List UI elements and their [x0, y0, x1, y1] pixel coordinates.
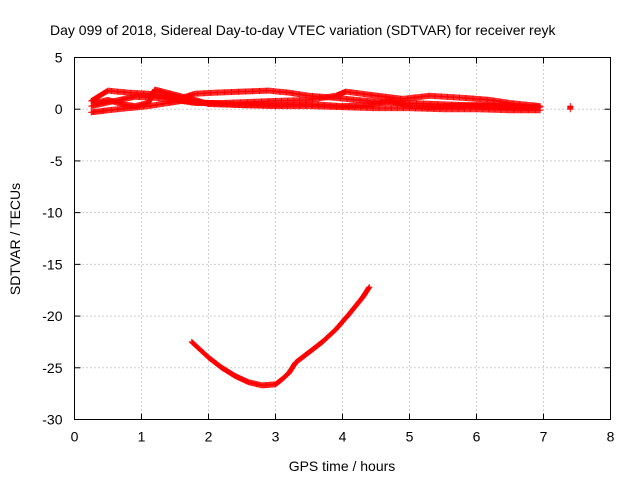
- x-axis-ticks: 0 1 2 3 4 5 6 7 8: [71, 57, 615, 445]
- data-track: [91, 86, 540, 111]
- data-track: [188, 284, 373, 389]
- x-tick-label: 7: [540, 429, 548, 445]
- y-tick-label: -10: [42, 205, 62, 221]
- x-tick-label: 5: [406, 429, 414, 445]
- y-tick-label: -20: [42, 308, 62, 324]
- data-track: [567, 103, 574, 113]
- data-point-markers: [91, 86, 540, 111]
- x-tick-label: 4: [339, 429, 347, 445]
- x-tick-label: 0: [71, 429, 79, 445]
- y-tick-label: 5: [55, 50, 63, 66]
- y-tick-label: 0: [55, 101, 63, 117]
- x-axis-label: GPS time / hours: [289, 458, 396, 474]
- data-points: [88, 86, 574, 389]
- data-point-markers: [188, 284, 373, 389]
- x-tick-label: 3: [272, 429, 280, 445]
- grid-lines: [74, 57, 611, 420]
- plot-frame: [74, 57, 611, 420]
- x-tick-label: 1: [138, 429, 146, 445]
- y-axis-ticks: 5 0 -5 -10 -15 -20 -25 -30: [42, 50, 611, 428]
- x-tick-label: 8: [607, 429, 615, 445]
- y-axis-label: SDTVAR / TECUs: [7, 183, 23, 295]
- y-tick-label: -15: [42, 256, 62, 272]
- y-tick-label: -5: [50, 153, 63, 169]
- x-tick-label: 6: [473, 429, 481, 445]
- y-tick-label: -30: [42, 412, 62, 428]
- chart-title: Day 099 of 2018, Sidereal Day-to-day VTE…: [50, 22, 556, 38]
- data-point-markers: [567, 103, 574, 113]
- y-tick-label: -25: [42, 360, 62, 376]
- x-tick-label: 2: [205, 429, 213, 445]
